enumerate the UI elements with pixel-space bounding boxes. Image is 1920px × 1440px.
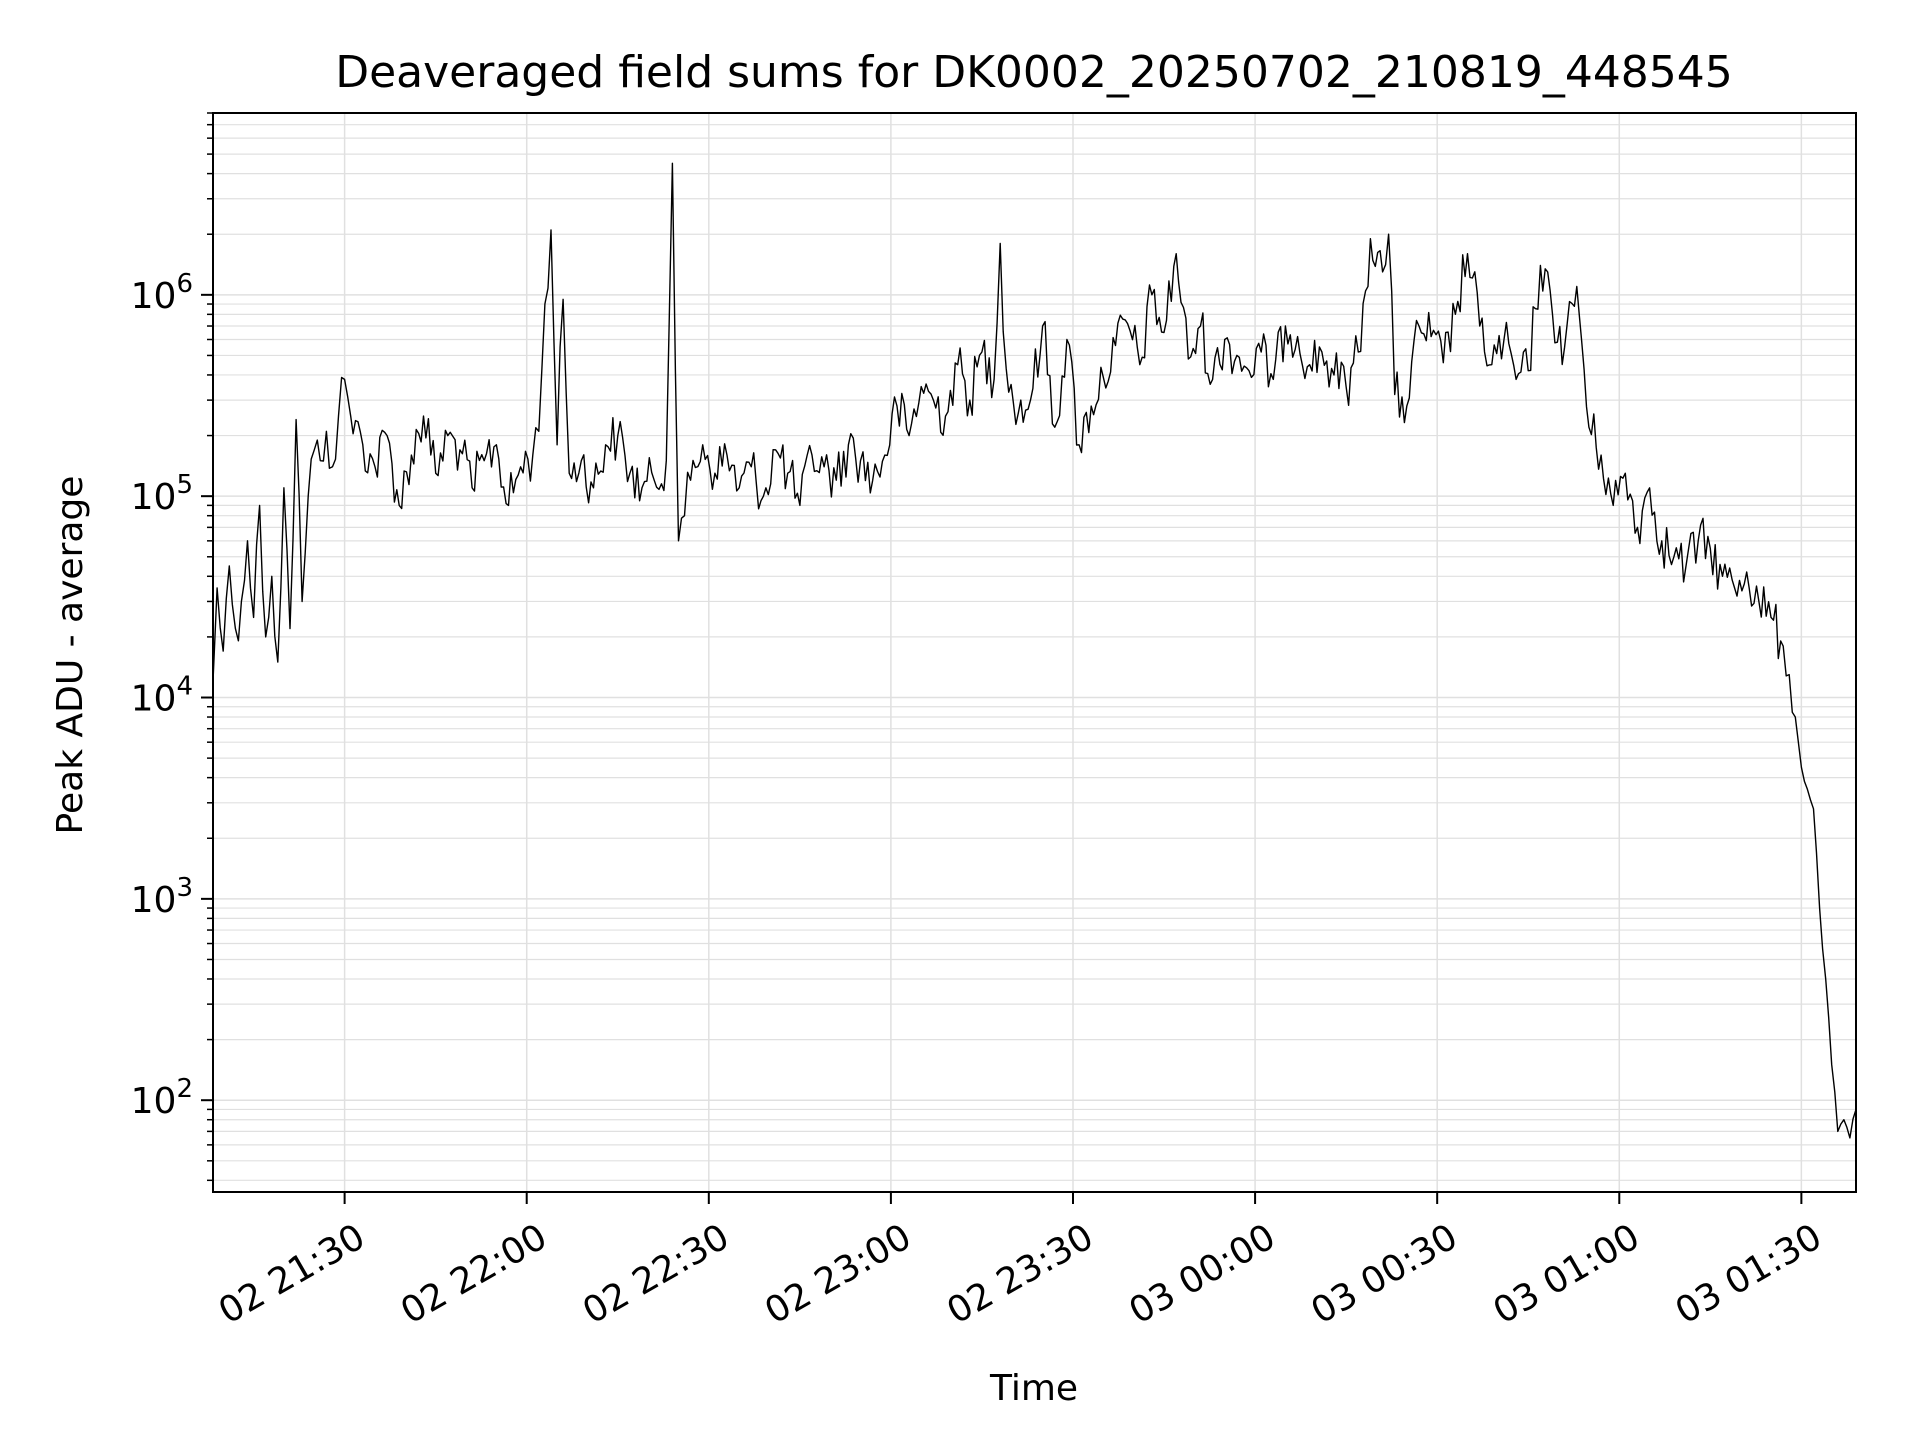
- series-layer: [212, 162, 1857, 1139]
- y-tick-label: 105: [131, 470, 193, 518]
- y-tick-label: 103: [131, 873, 193, 921]
- grid: [213, 112, 1856, 1192]
- y-tick-label: 102: [131, 1074, 193, 1122]
- y-tick-base: 10: [131, 477, 177, 518]
- series-line: [212, 162, 1857, 1139]
- y-tick-label: 106: [131, 269, 193, 317]
- y-axis-label: Peak ADU - average: [50, 476, 91, 835]
- y-tick-exponent: 2: [176, 1074, 193, 1104]
- chart-title: Deaveraged field sums for DK0002_2025070…: [335, 47, 1733, 98]
- y-tick-base: 10: [131, 276, 177, 317]
- y-tick-base: 10: [131, 679, 177, 720]
- x-axis-label: Time: [989, 1368, 1078, 1409]
- y-tick-exponent: 6: [176, 269, 193, 299]
- plot-frame: [212, 112, 1857, 1193]
- y-tick-exponent: 3: [176, 873, 193, 903]
- y-tick-base: 10: [131, 880, 177, 921]
- y-tick-label: 104: [131, 672, 193, 720]
- y-tick-base: 10: [131, 1081, 177, 1122]
- y-tick-exponent: 4: [176, 672, 193, 702]
- y-tick-exponent: 5: [176, 470, 193, 500]
